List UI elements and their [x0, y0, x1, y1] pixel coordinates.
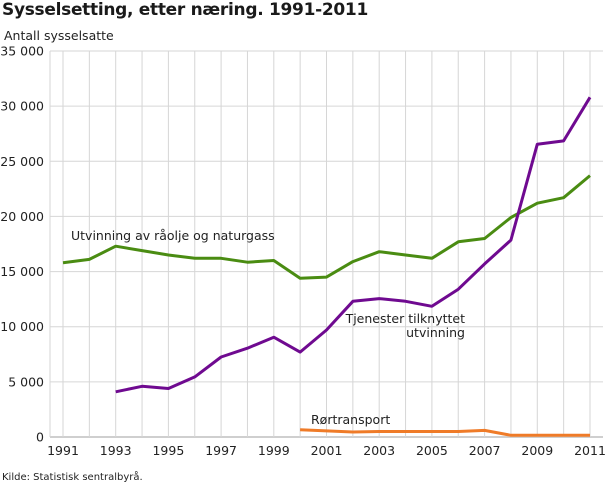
y-tick-label: 20 000	[0, 209, 44, 224]
y-tick-label: 35 000	[0, 44, 44, 59]
source-note: Kilde: Statistisk sentralbyrå.	[2, 472, 143, 483]
y-tick-label: 10 000	[0, 319, 44, 334]
label-rortransport: Rørtransport	[311, 412, 390, 427]
x-tick-label: 1997	[205, 443, 237, 458]
y-tick-label: 25 000	[0, 154, 44, 169]
x-tick-label: 2005	[416, 443, 448, 458]
series-line-utvinning	[62, 174, 591, 280]
grid-lines	[49, 50, 603, 438]
y-tick-label: 15 000	[0, 264, 44, 279]
label-tjenester-line2: utvinning	[406, 325, 465, 340]
x-tick-label: 2001	[311, 443, 343, 458]
x-tick-label: 2007	[469, 443, 501, 458]
y-axis-ticks: 0 5 000 10 000 15 000 20 000 25 000 30 000 35 0…	[0, 44, 44, 445]
series-labels: Utvinning av råolje og naturgass Tjenest…	[71, 228, 465, 427]
x-tick-label: 1999	[258, 443, 290, 458]
series-line-rortransport	[300, 428, 590, 437]
y-tick-label: 0	[36, 430, 44, 445]
y-axis-title: Antall sysselsatte	[4, 28, 114, 43]
label-utvinning: Utvinning av råolje og naturgass	[71, 228, 275, 243]
x-tick-label: 2011	[574, 443, 606, 458]
x-tick-label: 1991	[47, 443, 79, 458]
x-tick-label: 2009	[521, 443, 553, 458]
y-tick-label: 30 000	[0, 99, 44, 114]
chart-title: Sysselsetting, etter næring. 1991-2011	[2, 0, 368, 20]
series-lines	[62, 96, 592, 437]
y-tick-label: 5 000	[8, 374, 44, 389]
x-tick-label: 1993	[100, 443, 132, 458]
series-line-tjenester	[115, 96, 592, 394]
x-tick-label: 1995	[152, 443, 184, 458]
x-tick-label: 2003	[363, 443, 395, 458]
x-axis-ticks: 1991 1993 1995 1997 1999 2001 2003 2005 2007 2009…	[47, 443, 606, 458]
label-tjenester-line1: Tjenester tilknyttet	[345, 311, 466, 326]
